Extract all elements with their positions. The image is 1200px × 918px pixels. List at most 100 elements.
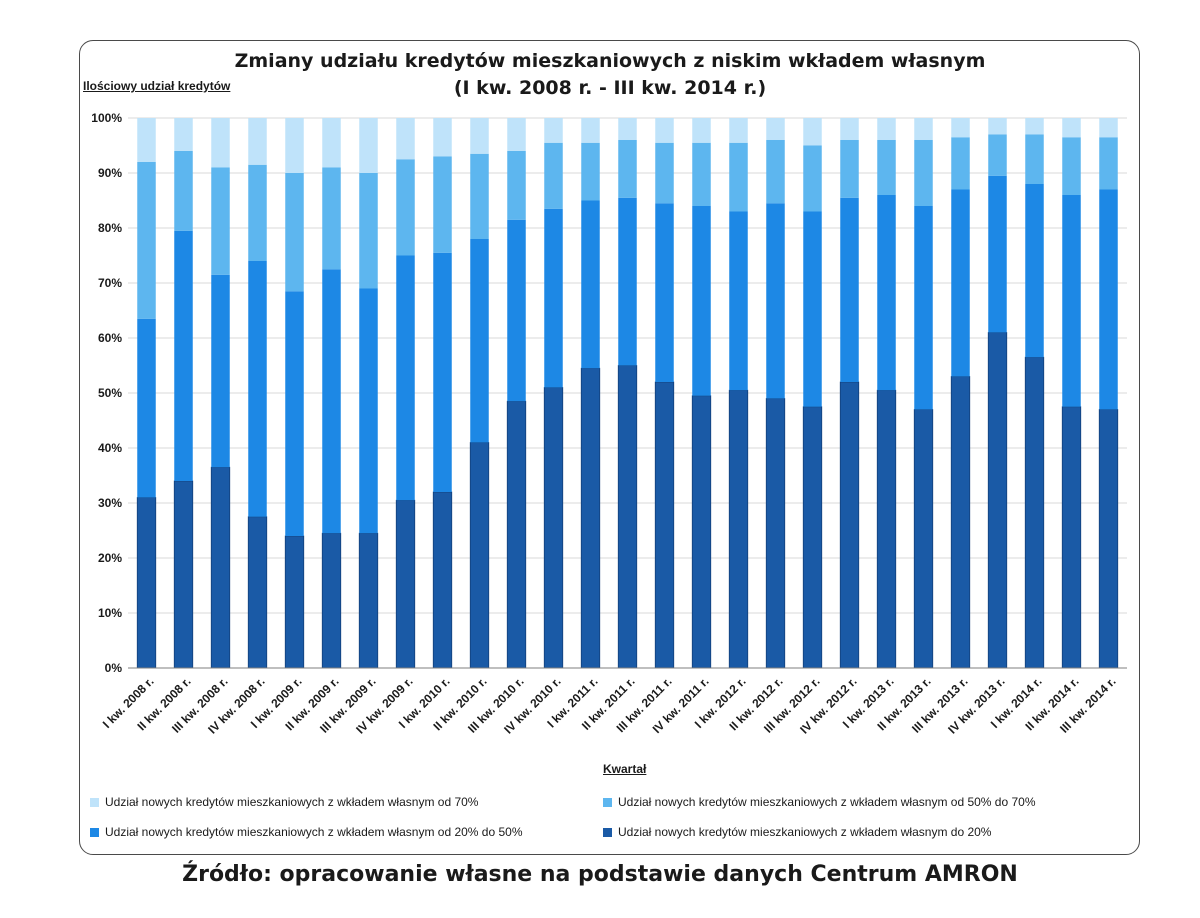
bar-segment-s-to20-18: [802, 406, 823, 669]
bar-segment-s-20_50-14: [655, 203, 674, 382]
bar-segment-s-to20-21: [913, 409, 934, 669]
bar-segment-s-20_50-0: [137, 318, 156, 498]
bar-segment-s-50_70-21: [914, 140, 933, 206]
bar-segment-s-50_70-12: [581, 142, 600, 201]
bar-segment-s-50_70-17: [766, 140, 785, 204]
bar-segment-s-50_70-15: [692, 142, 711, 206]
bar-segment-s-70-0: [137, 118, 156, 162]
bar-segment-s-20_50-24: [1025, 184, 1044, 358]
bar-segment-s-20_50-18: [803, 211, 822, 407]
bar-segment-s-70-7: [396, 118, 415, 160]
y-tick-label: 100%: [91, 111, 122, 125]
bar-segment-s-to20-6: [358, 532, 379, 669]
bar-segment-s-to20-16: [728, 389, 749, 669]
bar-segment-s-20_50-9: [470, 239, 489, 443]
bar-segment-s-20_50-23: [988, 175, 1007, 333]
legend-item-70: Udział nowych kredytów mieszkaniowych z …: [90, 795, 478, 809]
bar-segment-s-20_50-1: [174, 230, 193, 481]
bar-segment-s-to20-7: [395, 499, 416, 669]
y-tick-label: 20%: [98, 551, 122, 565]
bar-segment-s-70-4: [285, 118, 304, 173]
bar-segment-s-70-24: [1025, 118, 1044, 135]
bar-segment-s-50_70-20: [877, 140, 896, 195]
bar-segment-s-50_70-2: [211, 167, 230, 275]
bar-segment-s-20_50-3: [248, 261, 267, 517]
bar-segment-s-70-22: [951, 118, 970, 138]
bar-segment-s-50_70-1: [174, 151, 193, 231]
bar-segment-s-to20-4: [284, 535, 305, 669]
bar-segment-s-20_50-10: [507, 219, 526, 402]
bar-segment-s-70-5: [322, 118, 341, 168]
bar-segment-s-70-10: [507, 118, 526, 151]
bar-segment-s-50_70-0: [137, 162, 156, 319]
legend-label-50-70: Udział nowych kredytów mieszkaniowych z …: [618, 795, 1036, 809]
bar-segment-s-20_50-2: [211, 274, 230, 468]
bar-segment-s-50_70-10: [507, 151, 526, 220]
legend-swatch-to20: [603, 828, 612, 837]
bar-segment-s-70-14: [655, 118, 674, 143]
bar-segment-s-20_50-16: [729, 211, 748, 391]
bar-segment-s-to20-1: [173, 480, 194, 669]
bar-segment-s-to20-25: [1061, 406, 1082, 669]
legend-label-20-50: Udział nowych kredytów mieszkaniowych z …: [105, 825, 523, 839]
y-tick-label: 50%: [98, 386, 122, 400]
bars: [136, 118, 1119, 669]
bar-segment-s-70-17: [766, 118, 785, 140]
bar-segment-s-20_50-15: [692, 206, 711, 396]
bar-segment-s-20_50-12: [581, 200, 600, 369]
bar-segment-s-20_50-19: [840, 197, 859, 382]
bar-segment-s-50_70-26: [1099, 137, 1118, 190]
bar-segment-s-70-26: [1099, 118, 1118, 138]
legend-swatch-50-70: [603, 798, 612, 807]
bar-segment-s-to20-15: [691, 395, 712, 669]
y-tick-label: 60%: [98, 331, 122, 345]
bar-segment-s-20_50-22: [951, 189, 970, 377]
legend-swatch-70: [90, 798, 99, 807]
bar-segment-s-50_70-22: [951, 137, 970, 190]
bar-segment-s-to20-3: [247, 516, 268, 669]
bar-segment-s-to20-19: [839, 381, 860, 669]
bar-segment-s-70-3: [248, 118, 267, 165]
bar-segment-s-50_70-11: [544, 142, 563, 209]
bar-segment-s-20_50-6: [359, 288, 378, 534]
bar-segment-s-50_70-25: [1062, 137, 1081, 195]
bar-segment-s-20_50-7: [396, 255, 415, 501]
y-tick-label: 80%: [98, 221, 122, 235]
x-axis-title: Kwartał: [603, 762, 647, 776]
y-tick-label: 0%: [105, 661, 123, 675]
bar-segment-s-20_50-4: [285, 291, 304, 536]
bar-segment-s-50_70-13: [618, 140, 637, 198]
bar-segment-s-50_70-18: [803, 145, 822, 212]
bar-segment-s-to20-9: [469, 442, 490, 669]
bar-segment-s-20_50-17: [766, 203, 785, 399]
bar-segment-s-70-13: [618, 118, 637, 140]
legend-swatch-20-50: [90, 828, 99, 837]
legend-item-20-50: Udział nowych kredytów mieszkaniowych z …: [90, 825, 523, 839]
bar-segment-s-to20-22: [950, 376, 971, 669]
bar-segment-s-20_50-25: [1062, 195, 1081, 407]
bar-segment-s-20_50-11: [544, 208, 563, 388]
axes: 0%10%20%30%40%50%60%70%80%90%100%I kw. 2…: [91, 111, 1127, 737]
bar-segment-s-70-12: [581, 118, 600, 143]
bar-segment-s-to20-2: [210, 466, 231, 669]
bar-segment-s-to20-17: [765, 398, 786, 669]
bar-segment-s-to20-24: [1024, 356, 1045, 669]
bar-segment-s-70-16: [729, 118, 748, 143]
legend-label-70: Udział nowych kredytów mieszkaniowych z …: [105, 795, 479, 809]
bar-segment-s-50_70-5: [322, 167, 341, 270]
bar-segment-s-70-8: [433, 118, 452, 157]
chart-title-line1: Zmiany udziału kredytów mieszkaniowych z…: [234, 50, 986, 72]
bar-segment-s-to20-0: [136, 497, 157, 669]
bar-segment-s-to20-26: [1098, 409, 1119, 669]
legend-item-50-70: Udział nowych kredytów mieszkaniowych z …: [603, 795, 1036, 809]
bar-segment-s-70-19: [840, 118, 859, 140]
bar-segment-s-70-9: [470, 118, 489, 154]
chart-title-line2: (I kw. 2008 r. - III kw. 2014 r.): [453, 77, 767, 99]
y-tick-label: 10%: [98, 606, 122, 620]
bar-segment-s-20_50-8: [433, 252, 452, 492]
bar-segment-s-20_50-21: [914, 206, 933, 410]
bar-segment-s-50_70-24: [1025, 134, 1044, 184]
bar-segment-s-to20-23: [987, 332, 1008, 669]
chart-title: Zmiany udziału kredytów mieszkaniowych z…: [160, 48, 1060, 102]
